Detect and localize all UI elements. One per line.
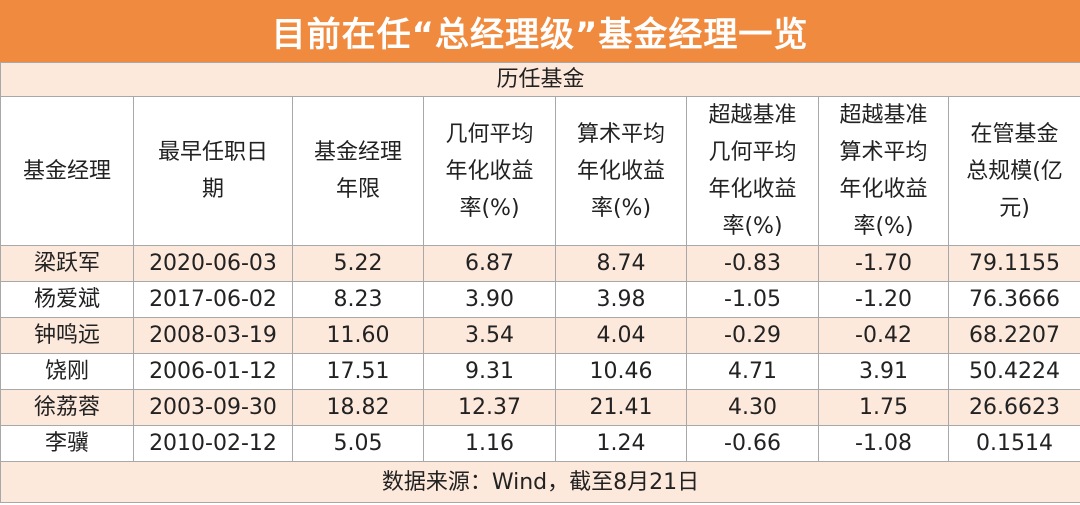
cell: 2020-06-03 <box>133 245 293 282</box>
header-cell: 基金经理 <box>0 96 134 246</box>
header-line: 几何平均 <box>445 121 534 147</box>
cell: 17.51 <box>292 353 424 390</box>
cell: -1.70 <box>818 245 949 282</box>
cell: 2008-03-19 <box>133 317 293 354</box>
cell: 李骥 <box>0 425 134 462</box>
cell: -1.08 <box>818 425 949 462</box>
header-line: 期 <box>201 177 224 202</box>
cell: 6.87 <box>423 245 556 282</box>
header-line: 率(%) <box>853 214 914 239</box>
cell: 3.98 <box>555 281 687 318</box>
cell: -1.20 <box>818 281 949 318</box>
header-line: 率(%) <box>459 195 520 221</box>
header-line: 年化收益 <box>839 177 928 202</box>
cell: 11.60 <box>292 317 424 354</box>
cell: 50.4224 <box>947 353 1080 390</box>
header-row: 基金经理 最早任职日期基金经理 年限 几何平均 年化收益 率(%) 算术平均 年化收益 率(%)… <box>0 96 1080 246</box>
cell: 21.41 <box>555 389 687 426</box>
cell: -0.66 <box>686 425 819 462</box>
cell: 12.37 <box>423 389 556 426</box>
header-line: 年化收益 <box>445 158 534 184</box>
cell: 2010-02-12 <box>133 425 293 462</box>
cell: 3.54 <box>423 317 556 354</box>
header-cell: 超越基准算术平均年化收益率(%) <box>818 96 949 246</box>
header-line: 元) <box>999 195 1030 221</box>
header-cell: 基金经理 年限 <box>292 96 424 246</box>
cell: 18.82 <box>292 389 424 426</box>
table: 历任基金 基金经理 最早任职日期基金经理 年限 几何平均 年化收益 率(%) 算术平均 年化收… <box>0 62 1080 503</box>
data-row: 钟鸣远 2008-03-19 11.60 3.54 4.04 -0.29 -0.42 68.2… <box>0 317 1080 354</box>
cell: 1.75 <box>818 389 949 426</box>
cell: 5.22 <box>292 245 424 282</box>
header-line: 年化收益 <box>576 158 665 184</box>
cell: 8.23 <box>292 281 424 318</box>
data-row: 李骥 2010-02-12 5.05 1.16 1.24 -0.66 -1.08 0.1514 <box>0 425 1080 462</box>
cell: 2017-06-02 <box>133 281 293 318</box>
group-row: 历任基金 <box>0 62 1080 97</box>
header-cell: 算术平均年化收益率(%) <box>555 96 687 246</box>
footer-row: 数据来源：Wind，截至8月21日 <box>0 461 1080 503</box>
header-line: 超越基准 <box>708 103 797 128</box>
header-cell: 在管基金总规模(亿元) <box>947 96 1080 246</box>
cell: 3.90 <box>423 281 556 318</box>
header-line: 率(%) <box>722 214 783 239</box>
header-line: 基金经理 <box>313 140 402 165</box>
cell: 5.05 <box>292 425 424 462</box>
header-line: 在管基金 <box>970 121 1059 147</box>
header-line: 最早任职日 <box>157 140 268 165</box>
cell: 梁跃军 <box>0 245 134 282</box>
cell: 2006-01-12 <box>133 353 293 390</box>
cell: 1.16 <box>423 425 556 462</box>
cell: -0.42 <box>818 317 949 354</box>
header-line: 算术平均 <box>839 140 928 165</box>
header-line: 算术平均 <box>576 121 665 147</box>
data-row: 饶刚 2006-01-12 17.51 9.31 10.46 4.71 3.91 50.422… <box>0 353 1080 390</box>
cell: 1.24 <box>555 425 687 462</box>
title: 目前在任“总经理级”基金经理一览 <box>0 0 1080 62</box>
header-cell: 几何平均年化收益率(%) <box>423 96 556 246</box>
cell: -0.29 <box>686 317 819 354</box>
cell: 杨爱斌 <box>0 281 134 318</box>
group-header: 历任基金 <box>0 62 1080 97</box>
header-cell: 超越基准几何平均年化收益率(%) <box>686 96 819 246</box>
cell: -0.83 <box>686 245 819 282</box>
cell: 68.2207 <box>947 317 1080 354</box>
cell: 79.1155 <box>947 245 1080 282</box>
header-line: 总规模(亿 <box>966 158 1063 184</box>
cell: 4.30 <box>686 389 819 426</box>
header-line: 年限 <box>335 177 380 202</box>
cell: 9.31 <box>423 353 556 390</box>
cell: 2003-09-30 <box>133 389 293 426</box>
cell: 26.6623 <box>947 389 1080 426</box>
data-row: 杨爱斌 2017-06-02 8.23 3.90 3.98 -1.05 -1.20 76.36… <box>0 281 1080 318</box>
data-row: 徐荔蓉 2003-09-30 18.82 12.37 21.41 4.30 1.75 26.6… <box>0 389 1080 426</box>
cell: 10.46 <box>555 353 687 390</box>
cell: -1.05 <box>686 281 819 318</box>
cell: 3.91 <box>818 353 949 390</box>
cell: 8.74 <box>555 245 687 282</box>
cell: 饶刚 <box>0 353 134 390</box>
cell: 4.71 <box>686 353 819 390</box>
cell: 4.04 <box>555 317 687 354</box>
header-line: 率(%) <box>590 195 652 221</box>
cell: 0.1514 <box>947 425 1080 462</box>
header-line: 年化收益 <box>708 177 797 202</box>
header-line: 几何平均 <box>708 140 797 165</box>
header-line: 超越基准 <box>839 103 928 128</box>
cell: 钟鸣远 <box>0 317 134 354</box>
header-cell: 最早任职日期 <box>133 96 293 246</box>
cell: 76.3666 <box>947 281 1080 318</box>
data-row: 梁跃军 2020-06-03 5.22 6.87 8.74 -0.83 -1.70 79.11… <box>0 245 1080 282</box>
footer: 数据来源：Wind，截至8月21日 <box>0 461 1080 503</box>
cell: 徐荔蓉 <box>0 389 134 426</box>
header-line: 基金经理 <box>22 158 111 184</box>
